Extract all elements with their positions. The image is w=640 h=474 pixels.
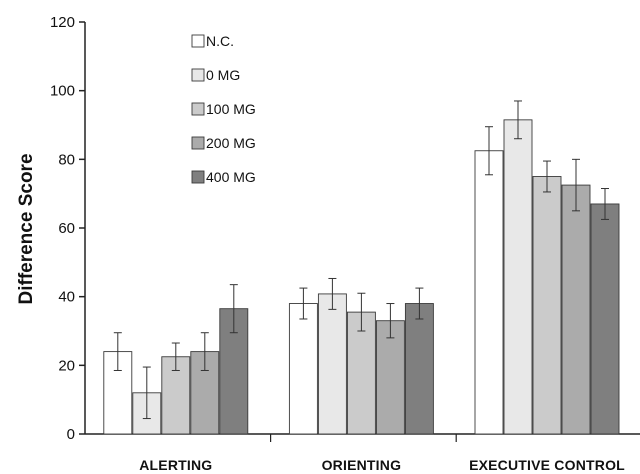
- y-tick-label: 0: [67, 426, 75, 443]
- legend-swatch: [191, 68, 205, 82]
- bar: [288, 303, 318, 435]
- category-label: EXECUTIVE CONTROL: [469, 457, 625, 473]
- category-label: ALERTING: [139, 457, 212, 473]
- legend: N.C. 0 MG 100 MG 200 MG 400 MG: [191, 33, 256, 185]
- legend-label: 100 MG: [206, 101, 256, 117]
- y-tick-label: 20: [58, 357, 75, 374]
- legend-swatch: [191, 34, 205, 48]
- y-tick-label: 100: [50, 83, 75, 100]
- bar: [503, 119, 533, 435]
- bar: [590, 203, 620, 435]
- bar: [404, 303, 434, 435]
- bar: [532, 176, 562, 435]
- legend-swatch: [191, 102, 205, 116]
- bar: [375, 320, 405, 435]
- category-label: ORIENTING: [322, 457, 402, 473]
- legend-label: 200 MG: [206, 135, 256, 151]
- bar: [474, 150, 504, 435]
- bar: [346, 311, 376, 435]
- legend-label: 400 MG: [206, 169, 256, 185]
- axes: 0 20 40 60 80 100 120 ALERTING ORIENTING EXECUTIV…: [50, 14, 640, 473]
- y-axis-label: Difference Score: [16, 153, 37, 304]
- legend-label: 0 MG: [206, 67, 240, 83]
- bar: [317, 293, 347, 435]
- y-tick-label: 60: [58, 220, 75, 237]
- legend-label: N.C.: [206, 33, 234, 49]
- legend-swatch: [191, 170, 205, 184]
- y-tick-label: 120: [50, 14, 75, 31]
- bars: [103, 100, 620, 435]
- y-tick-label: 80: [58, 151, 75, 168]
- y-tick-label: 40: [58, 289, 75, 306]
- bar: [561, 184, 591, 435]
- legend-swatch: [191, 136, 205, 150]
